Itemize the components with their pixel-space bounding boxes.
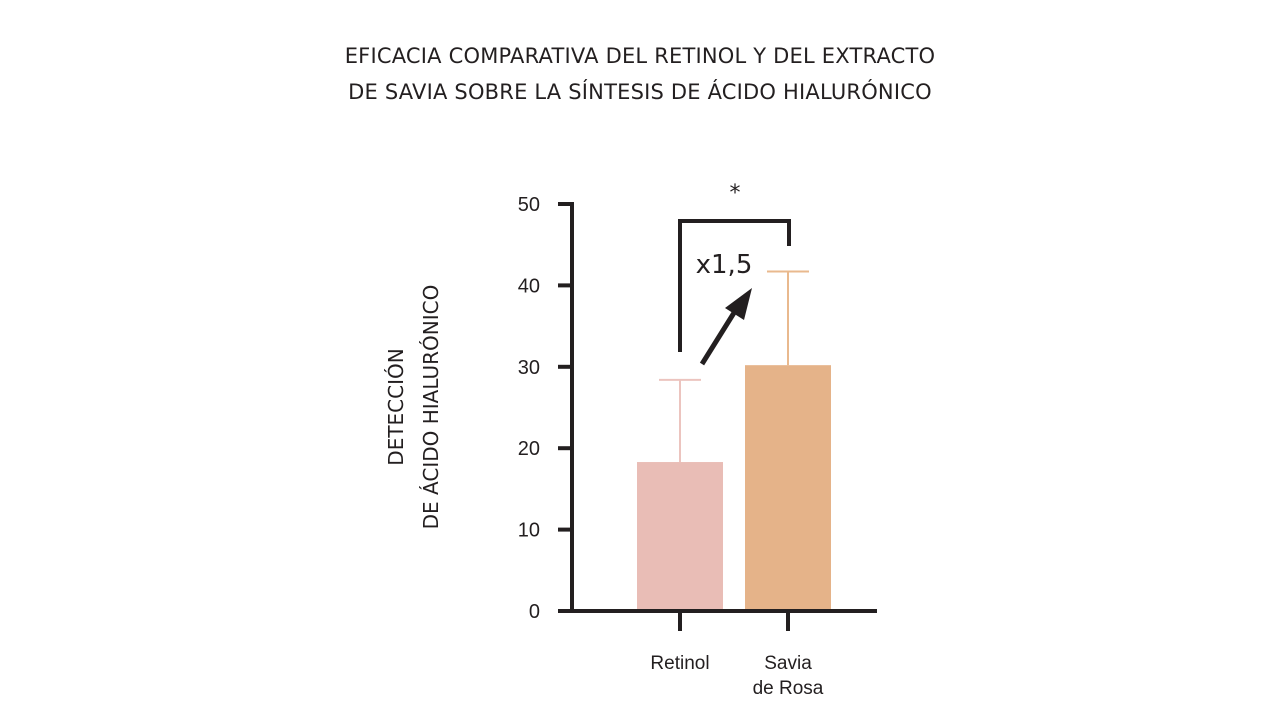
annotation-layer: * x1,5 [678, 181, 791, 366]
error-bars-layer [659, 270, 809, 463]
category-label-line2: de Rosa [753, 678, 824, 699]
arrow-shaft [699, 306, 740, 366]
chart-title: EFICACIA COMPARATIVA DEL RETINOL Y DEL E… [344, 44, 936, 104]
y-tick-label: 20 [518, 438, 540, 460]
bar-savia [745, 365, 831, 611]
y-tick-label: 50 [518, 194, 540, 216]
bar-retinol [637, 462, 723, 611]
significance-star: * [730, 181, 741, 206]
axes-layer [558, 202, 877, 631]
y-tick-label: 40 [518, 275, 540, 297]
significance-bracket [678, 219, 791, 352]
y-tick-label: 30 [518, 357, 540, 379]
fold-change-label: x1,5 [696, 250, 753, 280]
arrow-head [725, 288, 752, 320]
category-label: Retinol [650, 653, 709, 674]
category-label: Savia [764, 653, 812, 674]
bars-layer [637, 365, 831, 611]
y-tick-label: 10 [518, 520, 540, 542]
y-tick-label: 0 [529, 601, 540, 623]
labels-layer: 0 10 20 30 40 50 Retinol Savia de Rosa DETECCIÓN D… [384, 194, 824, 699]
y-axis-label: DETECCIÓN DE ÁCIDO HIALURÓNICO [384, 285, 443, 530]
